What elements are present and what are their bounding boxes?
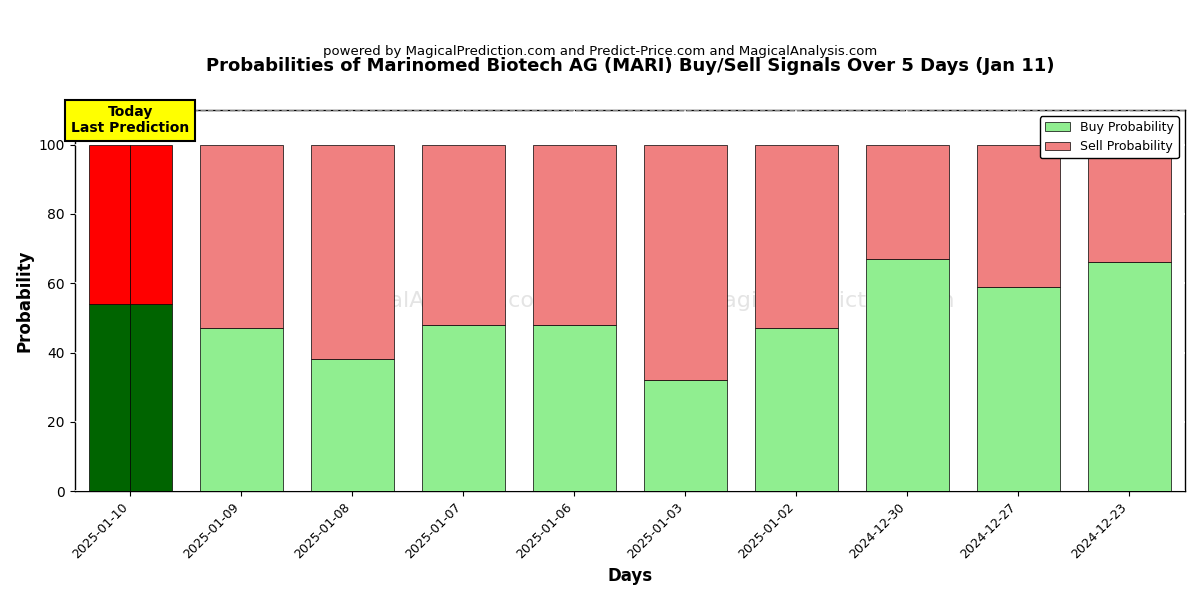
Bar xyxy=(755,145,838,328)
Bar xyxy=(89,145,130,304)
Bar xyxy=(130,304,172,491)
Bar xyxy=(643,380,727,491)
Bar xyxy=(865,259,949,491)
Bar xyxy=(1088,145,1171,262)
Legend: Buy Probability, Sell Probability: Buy Probability, Sell Probability xyxy=(1040,116,1178,158)
Bar xyxy=(199,145,283,328)
Text: Today
Last Prediction: Today Last Prediction xyxy=(71,105,190,136)
Bar xyxy=(865,145,949,259)
Bar xyxy=(199,328,283,491)
Text: MagicalAnalysis.com: MagicalAnalysis.com xyxy=(325,290,557,311)
Bar xyxy=(311,359,394,491)
Bar xyxy=(311,145,394,359)
Bar xyxy=(977,145,1060,287)
Title: Probabilities of Marinomed Biotech AG (MARI) Buy/Sell Signals Over 5 Days (Jan 1: Probabilities of Marinomed Biotech AG (M… xyxy=(205,57,1054,75)
Bar xyxy=(755,328,838,491)
Bar xyxy=(421,325,505,491)
Bar xyxy=(533,325,616,491)
X-axis label: Days: Days xyxy=(607,567,653,585)
Text: MagicalPrediction.com: MagicalPrediction.com xyxy=(704,290,955,311)
Text: powered by MagicalPrediction.com and Predict-Price.com and MagicalAnalysis.com: powered by MagicalPrediction.com and Pre… xyxy=(323,45,877,58)
Y-axis label: Probability: Probability xyxy=(16,249,34,352)
Bar xyxy=(1088,262,1171,491)
Bar xyxy=(643,145,727,380)
Bar xyxy=(421,145,505,325)
Bar xyxy=(977,287,1060,491)
Bar xyxy=(130,145,172,304)
Bar xyxy=(533,145,616,325)
Bar xyxy=(89,304,130,491)
